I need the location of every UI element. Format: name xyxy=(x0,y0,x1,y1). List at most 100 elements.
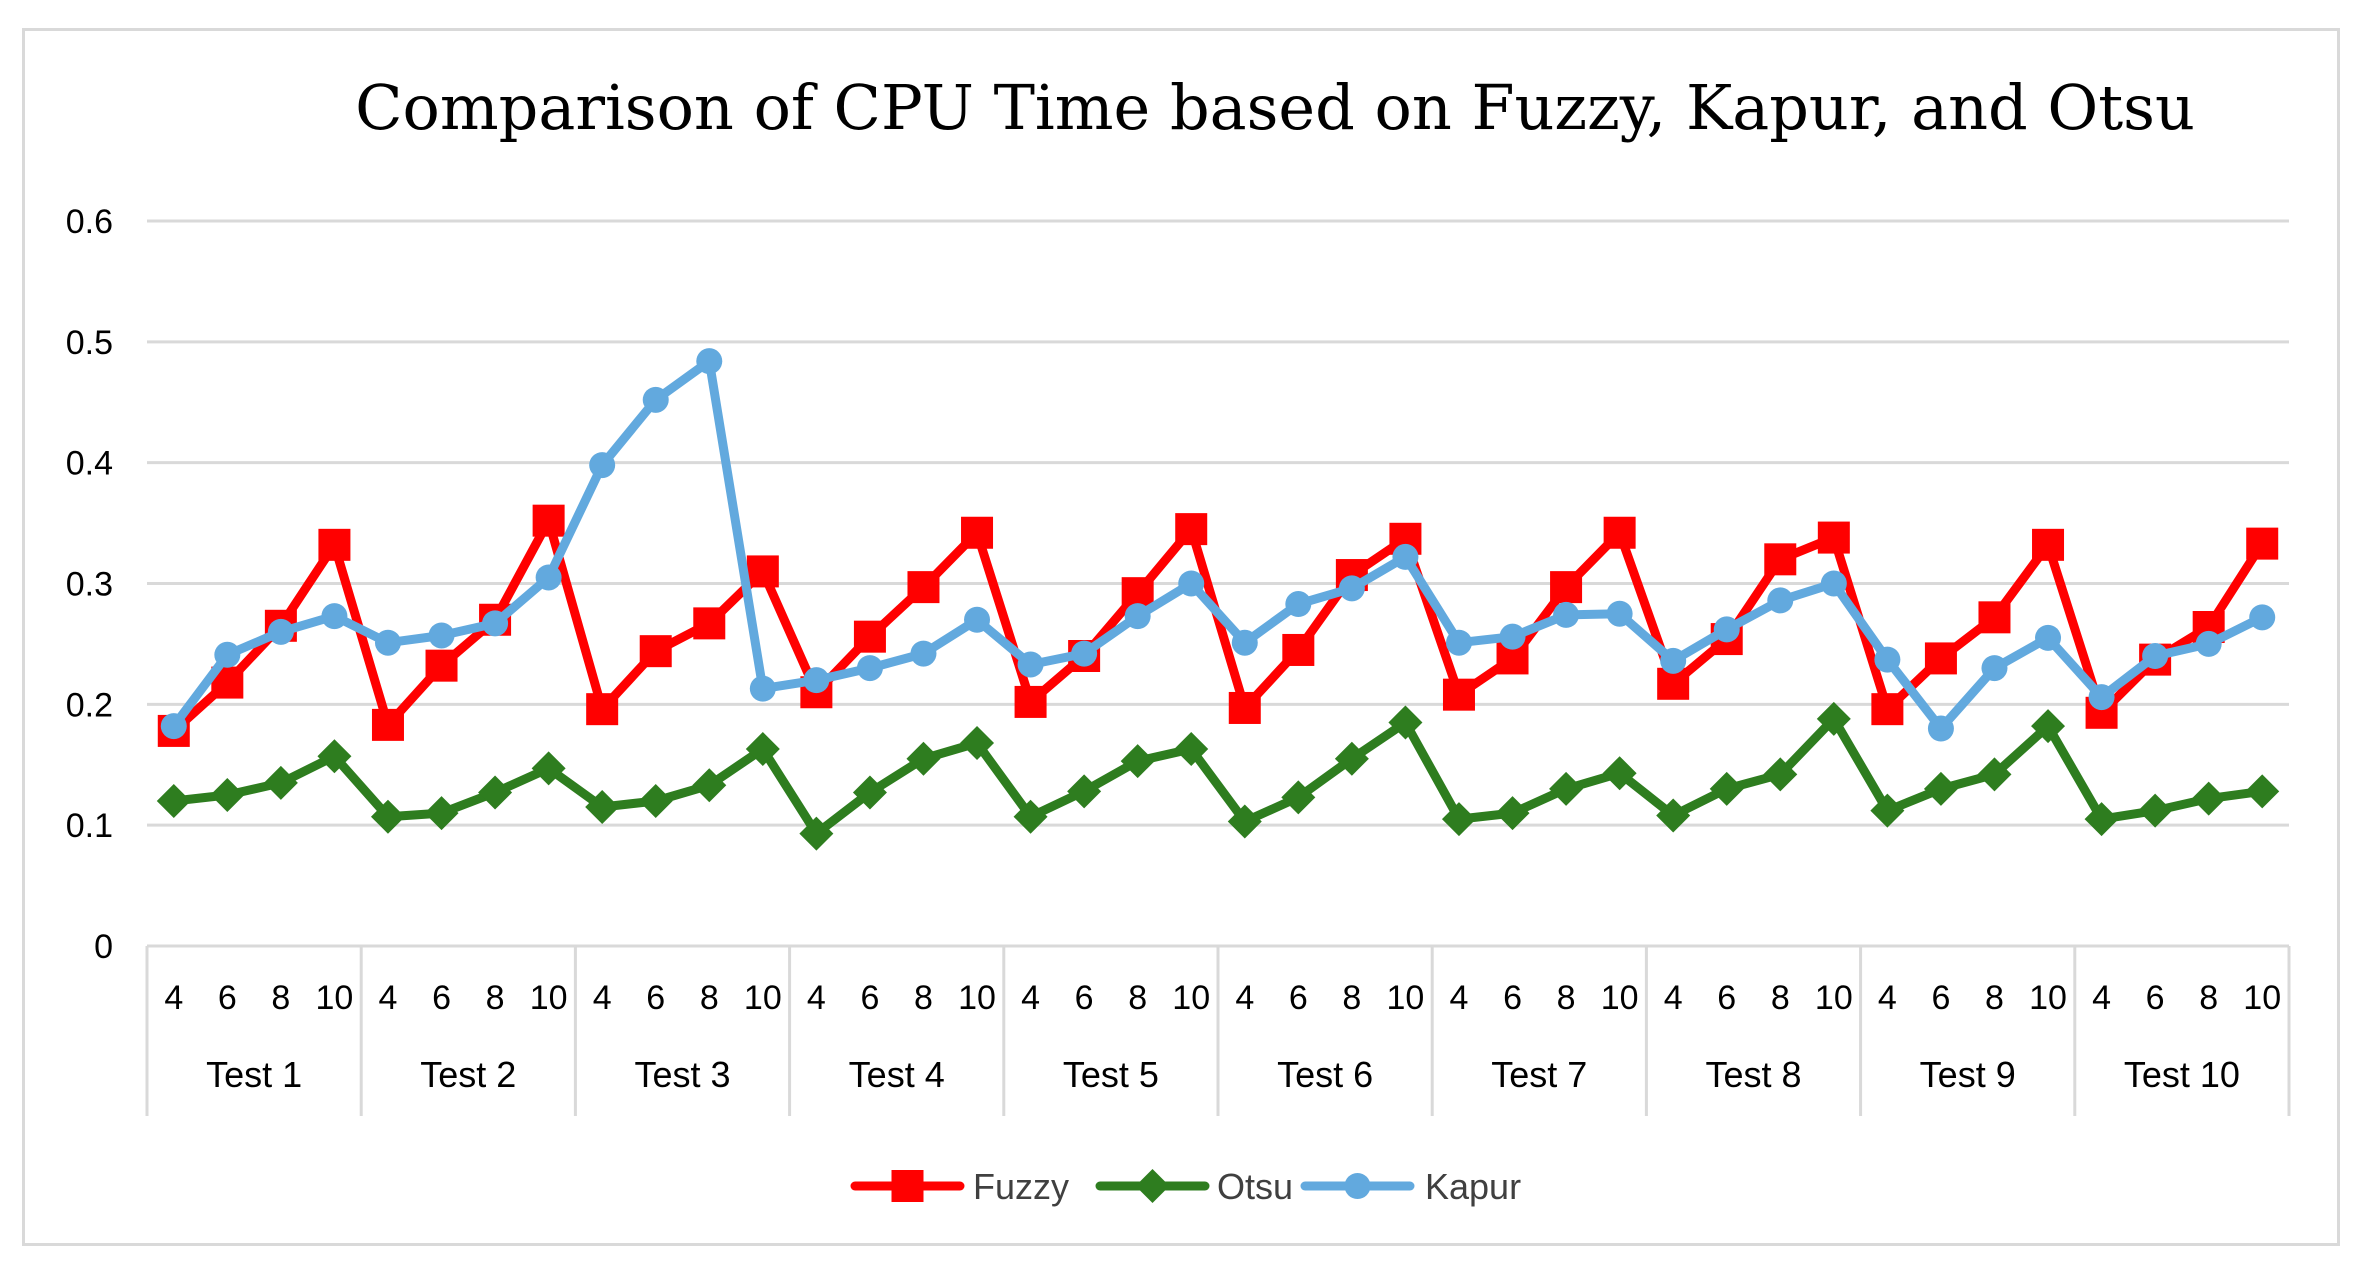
x-tick-label: 10 xyxy=(958,979,996,1017)
kapur-point xyxy=(535,564,562,591)
kapur-point xyxy=(749,675,776,702)
otsu-point xyxy=(1602,756,1637,791)
otsu-point xyxy=(531,751,566,786)
kapur-point xyxy=(964,606,991,633)
otsu-point xyxy=(1281,780,1316,815)
kapur-point xyxy=(2088,684,2115,711)
x-tick-label: 10 xyxy=(1387,979,1425,1017)
kapur-point xyxy=(1499,623,1526,650)
series-otsu xyxy=(156,701,2280,851)
legend-swatch-marker xyxy=(1344,1173,1371,1199)
x-tick-label: 10 xyxy=(316,979,354,1017)
otsu-point xyxy=(2191,781,2226,816)
x-tick-label: 4 xyxy=(1878,979,1897,1017)
x-tick-label: 8 xyxy=(1342,979,1361,1017)
fuzzy-point xyxy=(425,649,458,682)
chart-title: Comparison of CPU Time based on Fuzzy, K… xyxy=(355,71,2195,144)
kapur-point xyxy=(1392,543,1419,570)
chart-frame: Comparison of CPU Time based on Fuzzy, K… xyxy=(22,28,2340,1246)
otsu-point xyxy=(317,739,352,774)
legend-swatch-marker xyxy=(891,1170,924,1202)
otsu-point xyxy=(370,799,405,834)
fuzzy-point xyxy=(1014,685,1047,718)
x-tick-label: 10 xyxy=(2029,979,2067,1017)
kapur-point xyxy=(1981,655,2008,682)
otsu-point xyxy=(478,775,513,810)
kapur-point xyxy=(2035,624,2062,651)
kapur-point xyxy=(1553,601,1580,628)
kapur-point xyxy=(482,610,509,637)
kapur-point xyxy=(910,640,937,667)
x-tick-label: 10 xyxy=(530,979,568,1017)
kapur-point xyxy=(2142,643,2169,669)
x-tick-label: 6 xyxy=(218,979,237,1017)
x-tick-label: 8 xyxy=(486,979,505,1017)
x-tick-label: 4 xyxy=(379,979,398,1017)
y-tick-label: 0.3 xyxy=(66,566,113,604)
fuzzy-point xyxy=(2032,528,2065,561)
otsu-point xyxy=(638,784,673,818)
x-tick-label: 6 xyxy=(1503,979,1522,1017)
x-group-label: Test 4 xyxy=(849,1054,945,1095)
x-tick-label: 10 xyxy=(1601,979,1639,1017)
fuzzy-point xyxy=(639,635,672,668)
fuzzy-point xyxy=(1442,678,1475,711)
series-lines xyxy=(156,348,2280,851)
otsu-point xyxy=(906,741,941,776)
chart-canvas: Comparison of CPU Time based on Fuzzy, K… xyxy=(66,71,2291,1207)
kapur-point xyxy=(1874,646,1901,673)
otsu-point xyxy=(852,775,887,810)
fuzzy-point xyxy=(532,504,565,537)
otsu-point xyxy=(692,768,727,803)
kapur-point xyxy=(160,713,187,740)
legend-item-kapur: Kapur xyxy=(1300,1166,1521,1207)
x-group-label: Test 10 xyxy=(2124,1054,2240,1095)
x-tick-label: 8 xyxy=(1985,979,2004,1017)
otsu-point xyxy=(745,732,780,767)
fuzzy-point xyxy=(1603,516,1636,549)
otsu-point xyxy=(1388,705,1423,740)
x-group-label: Test 1 xyxy=(206,1054,302,1095)
otsu-point xyxy=(156,784,191,818)
kapur-point xyxy=(1445,629,1472,656)
kapur-point xyxy=(1338,575,1365,602)
otsu-line xyxy=(169,714,2267,839)
otsu-point xyxy=(1870,793,1905,828)
y-tick-label: 0.1 xyxy=(66,807,113,845)
x-tick-label: 8 xyxy=(1557,979,1576,1017)
otsu-point xyxy=(960,726,995,760)
otsu-point xyxy=(1067,774,1102,809)
kapur-point xyxy=(1767,587,1794,614)
x-tick-label: 10 xyxy=(744,979,782,1017)
x-tick-label: 4 xyxy=(593,979,612,1017)
x-tick-label: 6 xyxy=(432,979,451,1017)
fuzzy-point xyxy=(586,693,619,726)
fuzzy-point xyxy=(1764,543,1797,576)
otsu-point xyxy=(263,765,298,800)
fuzzy-point xyxy=(1175,513,1208,546)
fuzzy-point xyxy=(961,516,994,549)
x-tick-label: 6 xyxy=(860,979,879,1017)
legend-label: Otsu xyxy=(1217,1166,1293,1207)
x-tick-label: 8 xyxy=(914,979,933,1017)
fuzzy-point xyxy=(693,607,726,640)
fuzzy-point xyxy=(2246,527,2279,560)
x-tick-label: 4 xyxy=(1450,979,1469,1017)
fuzzy-point xyxy=(746,555,779,588)
fuzzy-point xyxy=(1282,633,1315,666)
otsu-point xyxy=(1549,771,1584,806)
y-axis-tick-labels: 0 0.1 0.2 0.3 0.4 0.5 0.6 xyxy=(66,203,113,966)
x-tick-label: 4 xyxy=(1021,979,1040,1017)
x-tick-label: 4 xyxy=(1235,979,1254,1017)
fuzzy-point xyxy=(853,620,886,653)
otsu-point xyxy=(1709,771,1744,806)
kapur-point xyxy=(1927,715,1954,742)
kapur-point xyxy=(2195,630,2222,657)
fuzzy-point xyxy=(1924,642,1957,675)
otsu-point xyxy=(424,796,459,831)
series-kapur xyxy=(160,348,2276,742)
x-tick-label: 10 xyxy=(1172,979,1210,1017)
otsu-point xyxy=(799,816,834,851)
otsu-point xyxy=(1816,701,1851,736)
